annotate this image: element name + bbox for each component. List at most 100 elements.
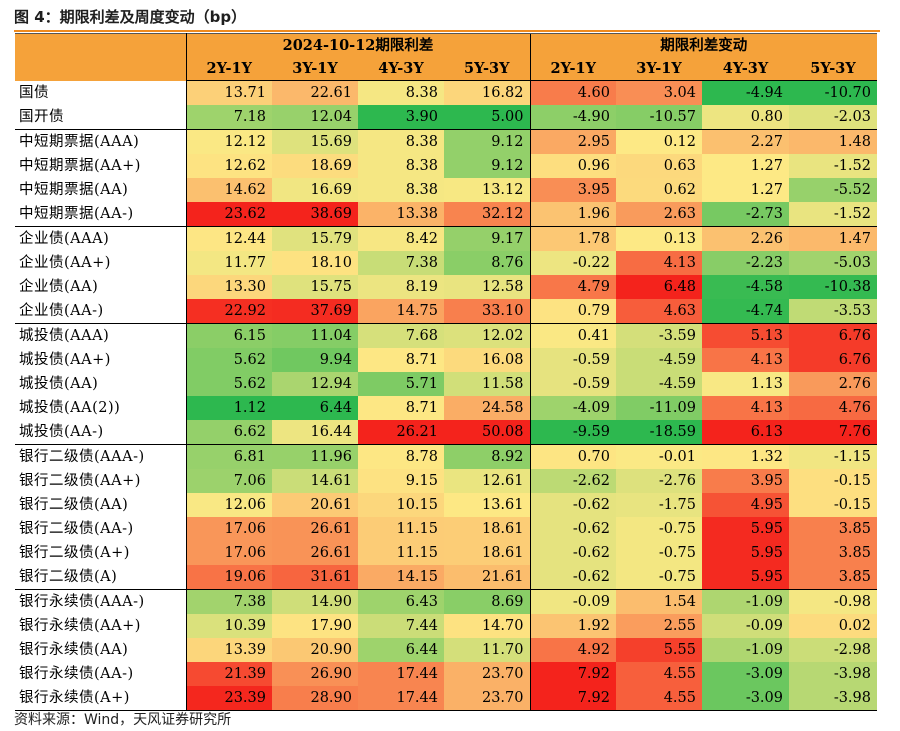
- spread-change-cell: -0.59: [529, 372, 616, 396]
- spread-level-cell: 20.90: [272, 638, 358, 662]
- column-header: 4Y-3Y: [358, 57, 444, 81]
- row-label: 中短期票据(AA): [15, 178, 187, 202]
- spread-change-cell: 4.79: [529, 275, 616, 299]
- spread-level-cell: 38.69: [272, 202, 358, 227]
- spread-level-cell: 6.81: [186, 444, 272, 469]
- spread-level-cell: 6.15: [186, 323, 272, 348]
- spread-change-cell: -2.23: [702, 251, 789, 275]
- spread-level-cell: 23.70: [444, 662, 530, 686]
- spread-level-cell: 8.42: [358, 226, 444, 251]
- spread-level-cell: 23.39: [186, 686, 272, 711]
- spread-level-cell: 9.12: [444, 129, 530, 154]
- spread-change-cell: -0.75: [616, 541, 702, 565]
- spread-change-cell: 0.70: [529, 444, 616, 469]
- spread-change-cell: -0.01: [616, 444, 702, 469]
- title-rule: [14, 30, 880, 32]
- spread-level-cell: 18.61: [444, 541, 530, 565]
- spread-change-cell: 0.79: [529, 299, 616, 324]
- spread-level-cell: 8.71: [358, 396, 444, 420]
- spread-level-cell: 8.38: [358, 129, 444, 154]
- spread-change-cell: -3.53: [789, 299, 877, 324]
- table-row: 国开债 7.18 12.04 3.90 5.00 -4.90 -10.57 0.80 -2.03: [15, 105, 877, 130]
- spread-level-cell: 9.15: [358, 469, 444, 493]
- spread-change-cell: 5.55: [616, 638, 702, 662]
- spread-level-cell: 11.96: [272, 444, 358, 469]
- spread-change-cell: -10.38: [789, 275, 877, 299]
- spread-change-cell: -10.57: [616, 105, 702, 130]
- spread-change-cell: 5.13: [702, 323, 789, 348]
- spread-change-cell: -0.62: [529, 541, 616, 565]
- spread-change-cell: 4.55: [616, 662, 702, 686]
- row-label: 企业债(AAA): [15, 226, 187, 251]
- spread-change-cell: 3.85: [789, 541, 877, 565]
- spread-change-cell: 4.55: [616, 686, 702, 711]
- spread-change-cell: -2.73: [702, 202, 789, 227]
- table-row: 城投债(AAA) 6.15 11.04 7.68 12.02 0.41 -3.59 5.13 6…: [15, 323, 877, 348]
- spread-change-cell: 1.32: [702, 444, 789, 469]
- spread-level-cell: 5.62: [186, 372, 272, 396]
- row-label: 银行永续债(AAA-): [15, 589, 187, 614]
- table-row: 银行二级债(AAA-) 6.81 11.96 8.78 8.92 0.70 -0.01 1.3…: [15, 444, 877, 469]
- spread-level-cell: 12.61: [444, 469, 530, 493]
- spread-change-cell: -4.74: [702, 299, 789, 324]
- spread-change-cell: -3.59: [616, 323, 702, 348]
- spread-level-cell: 17.90: [272, 614, 358, 638]
- group-header-levels: 2024-10-12期限利差: [186, 33, 530, 57]
- spread-level-cell: 7.44: [358, 614, 444, 638]
- spread-change-cell: -0.09: [702, 614, 789, 638]
- table-row: 企业债(AAA) 12.44 15.79 8.42 9.17 1.78 0.13 2.26 1.…: [15, 226, 877, 251]
- spread-change-cell: -4.90: [529, 105, 616, 130]
- spread-level-cell: 10.39: [186, 614, 272, 638]
- column-header: 3Y-1Y: [616, 57, 702, 81]
- spread-level-cell: 50.08: [444, 420, 530, 445]
- row-label: 中短期票据(AA+): [15, 154, 187, 178]
- table-row: 城投债(AA) 5.62 12.94 5.71 11.58 -0.59 -4.59 1.13 2…: [15, 372, 877, 396]
- spread-change-cell: 3.04: [616, 80, 702, 105]
- table-row: 中短期票据(AA) 14.62 16.69 8.38 13.12 3.95 0.62 1.27…: [15, 178, 877, 202]
- spread-level-cell: 26.61: [272, 541, 358, 565]
- spread-change-cell: -5.52: [789, 178, 877, 202]
- spread-change-cell: -3.09: [702, 662, 789, 686]
- row-label: 银行永续债(A+): [15, 686, 187, 711]
- row-label: 中短期票据(AAA): [15, 129, 187, 154]
- table-body: 国债 13.71 22.61 8.38 16.82 4.60 3.04 -4.94 -10.70…: [15, 80, 877, 711]
- spread-change-cell: 2.63: [616, 202, 702, 227]
- spread-change-cell: -1.09: [702, 589, 789, 614]
- spread-change-cell: -2.76: [616, 469, 702, 493]
- spread-change-cell: 1.48: [789, 129, 877, 154]
- spread-level-cell: 18.69: [272, 154, 358, 178]
- spread-level-cell: 15.75: [272, 275, 358, 299]
- table-row: 国债 13.71 22.61 8.38 16.82 4.60 3.04 -4.94 -10.70: [15, 80, 877, 105]
- spread-change-cell: 4.95: [702, 493, 789, 517]
- spread-level-cell: 14.90: [272, 589, 358, 614]
- spread-change-cell: 4.13: [616, 251, 702, 275]
- spread-level-cell: 15.79: [272, 226, 358, 251]
- spread-level-cell: 13.12: [444, 178, 530, 202]
- spread-change-cell: 1.27: [702, 178, 789, 202]
- spread-level-cell: 8.38: [358, 178, 444, 202]
- spread-change-cell: -0.62: [529, 493, 616, 517]
- spread-level-cell: 12.04: [272, 105, 358, 130]
- spread-change-cell: 0.80: [702, 105, 789, 130]
- row-label: 银行二级债(A+): [15, 541, 187, 565]
- spread-level-cell: 3.90: [358, 105, 444, 130]
- spread-level-cell: 8.69: [444, 589, 530, 614]
- spread-change-cell: -0.75: [616, 565, 702, 590]
- spread-level-cell: 17.06: [186, 541, 272, 565]
- spread-change-cell: -1.52: [789, 202, 877, 227]
- spread-change-cell: 4.60: [529, 80, 616, 105]
- column-header: 2Y-1Y: [529, 57, 616, 81]
- table-row: 中短期票据(AAA) 12.12 15.69 8.38 9.12 2.95 0.12 2.27…: [15, 129, 877, 154]
- spread-level-cell: 10.15: [358, 493, 444, 517]
- spread-level-cell: 7.68: [358, 323, 444, 348]
- table-row: 银行二级债(AA-) 17.06 26.61 11.15 18.61 -0.62 -0.75…: [15, 517, 877, 541]
- spread-level-cell: 12.94: [272, 372, 358, 396]
- spread-level-cell: 13.61: [444, 493, 530, 517]
- spread-change-cell: 4.13: [702, 348, 789, 372]
- spread-level-cell: 16.44: [272, 420, 358, 445]
- spread-change-cell: -4.94: [702, 80, 789, 105]
- spread-level-cell: 13.30: [186, 275, 272, 299]
- spread-level-cell: 12.02: [444, 323, 530, 348]
- spread-change-cell: -4.59: [616, 372, 702, 396]
- spread-level-cell: 6.62: [186, 420, 272, 445]
